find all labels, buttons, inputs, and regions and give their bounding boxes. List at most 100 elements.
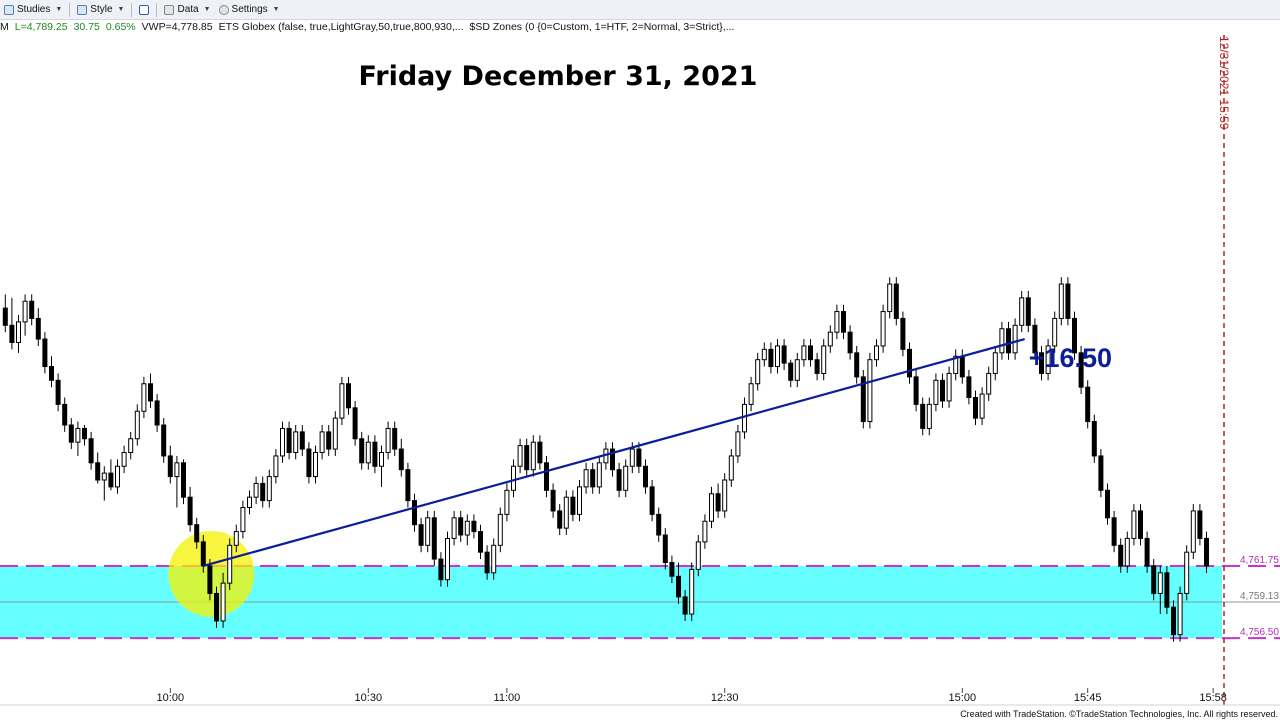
trend-line[interactable] — [203, 338, 1025, 567]
candle-body — [959, 355, 965, 378]
candle-body — [181, 462, 186, 498]
candle-body — [1124, 537, 1130, 567]
candle-body — [504, 489, 510, 515]
chart-title: Friday December 31, 2021 — [359, 61, 758, 92]
candle-body — [913, 376, 919, 405]
percent-change: 0.65% — [105, 21, 136, 33]
studies-label: Studies — [17, 4, 51, 15]
candle-body — [907, 348, 912, 378]
candle-body — [728, 455, 734, 481]
candle-body — [174, 462, 180, 478]
toolbar-divider — [69, 2, 71, 17]
study-status-line: M L=4,789.25 30.75 0.65% VWP=4,778.85 ETS Glo… — [0, 21, 1280, 35]
candle-body — [1032, 324, 1038, 354]
gain-annotation: +16.50 — [1029, 343, 1112, 373]
style-button[interactable]: Style ▼ — [73, 1, 128, 18]
candle-body — [649, 486, 655, 515]
candle-body — [438, 558, 444, 581]
candle-body — [596, 462, 602, 488]
studies-button[interactable]: Studies ▼ — [0, 1, 66, 18]
candle-body — [1197, 510, 1203, 539]
candle-body — [392, 427, 398, 450]
candle-body — [643, 465, 648, 488]
candle-body — [682, 596, 688, 615]
candle-body — [42, 338, 48, 368]
price-label: 4,756.50 — [1240, 627, 1279, 638]
candle-body — [240, 507, 246, 533]
candle-body — [821, 345, 827, 374]
candle-body — [893, 283, 899, 319]
candle-body — [841, 311, 846, 333]
candle-body — [887, 283, 893, 313]
candle-body — [933, 379, 939, 405]
candle-body — [55, 379, 61, 405]
candle-body — [1085, 386, 1091, 423]
candle-body — [689, 568, 695, 615]
candle-body — [319, 431, 325, 453]
candle-body — [365, 441, 371, 464]
candle-body — [326, 431, 332, 450]
candle-body — [854, 352, 860, 378]
candle-body — [920, 403, 926, 429]
candle-body — [662, 534, 668, 563]
candle-body — [108, 472, 114, 488]
axis-tick-label: 15:45 — [1074, 692, 1102, 704]
chevron-down-icon: ▼ — [203, 6, 211, 13]
candle-body — [412, 500, 417, 526]
candle-body — [1039, 352, 1044, 374]
candle-body — [1078, 352, 1084, 388]
candle-body — [1025, 297, 1031, 326]
layout-button[interactable] — [135, 1, 153, 18]
candle-body — [847, 331, 853, 354]
chevron-down-icon: ▼ — [117, 6, 125, 13]
candle-body — [544, 462, 549, 491]
candle-body — [814, 359, 820, 374]
candle-body — [946, 372, 952, 402]
candle-body — [214, 592, 219, 622]
candle-body — [808, 345, 813, 361]
candle-body — [1052, 317, 1058, 347]
candle-body — [1164, 572, 1170, 608]
candle-body — [16, 321, 21, 343]
candle-body — [372, 441, 378, 467]
candle-body — [834, 311, 840, 333]
toolbar-divider — [156, 2, 158, 17]
candle-body — [207, 565, 213, 594]
candle-body — [629, 448, 635, 467]
candle-body — [478, 531, 483, 553]
candle-body — [1105, 489, 1110, 519]
candle-body — [62, 403, 68, 426]
vwap-value: VWP=4,778.85 — [141, 21, 213, 33]
candle-body — [966, 376, 972, 398]
candle-body — [563, 496, 569, 529]
settings-button[interactable]: Settings ▼ — [215, 1, 284, 18]
axis-tick-label: 12:30 — [711, 692, 739, 704]
candle-body — [1065, 283, 1071, 319]
candle-body — [431, 517, 437, 560]
candle-body — [227, 544, 233, 584]
candle-body — [709, 493, 714, 522]
candle-body — [860, 376, 866, 423]
candle-body — [22, 300, 28, 323]
candle-body — [451, 517, 457, 539]
candle-body — [669, 562, 675, 577]
candle-body — [1131, 510, 1137, 539]
last-price: L=4,789.25 — [14, 21, 68, 33]
candle-body — [141, 383, 147, 412]
candle-body — [827, 331, 833, 347]
candle-body — [761, 348, 767, 361]
candle-body — [1045, 345, 1051, 374]
data-button[interactable]: Data ▼ — [160, 1, 214, 18]
candle-body — [735, 431, 741, 457]
candle-body — [167, 455, 173, 478]
candle-body — [247, 496, 252, 508]
candle-body — [1171, 606, 1176, 636]
candle-body — [260, 482, 266, 502]
style-label: Style — [90, 4, 113, 15]
candle-body — [715, 493, 721, 512]
candle-body — [200, 541, 206, 567]
candle-body — [161, 424, 167, 457]
candle-body — [590, 469, 596, 488]
candle-body — [29, 300, 35, 319]
